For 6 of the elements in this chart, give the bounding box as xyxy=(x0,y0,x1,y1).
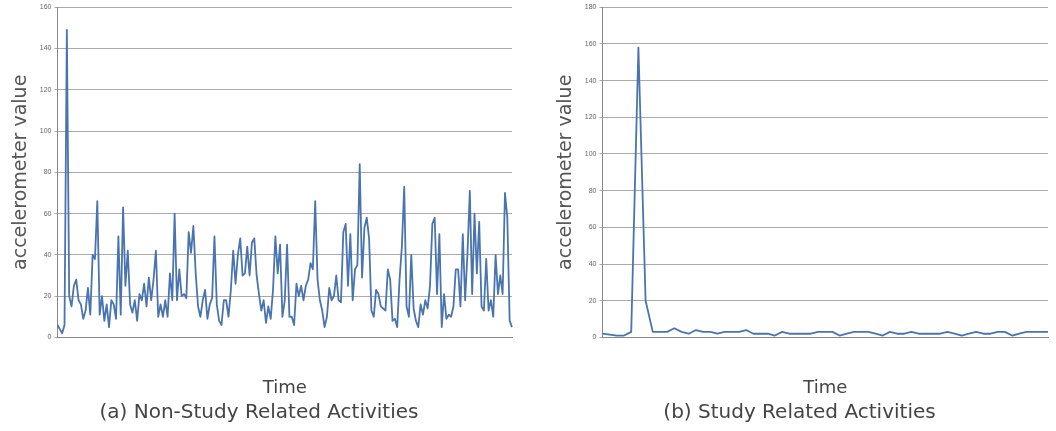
text: (a) Non-Study Related Activities xyxy=(99,399,419,424)
x-axis-title: Time xyxy=(802,375,848,397)
y-axis-title: accelerometer value xyxy=(8,74,31,270)
text: (b) Study Related Activities xyxy=(663,399,936,424)
y-axis-title: accelerometer value xyxy=(553,74,576,270)
x-axis-title: Time xyxy=(261,375,307,397)
